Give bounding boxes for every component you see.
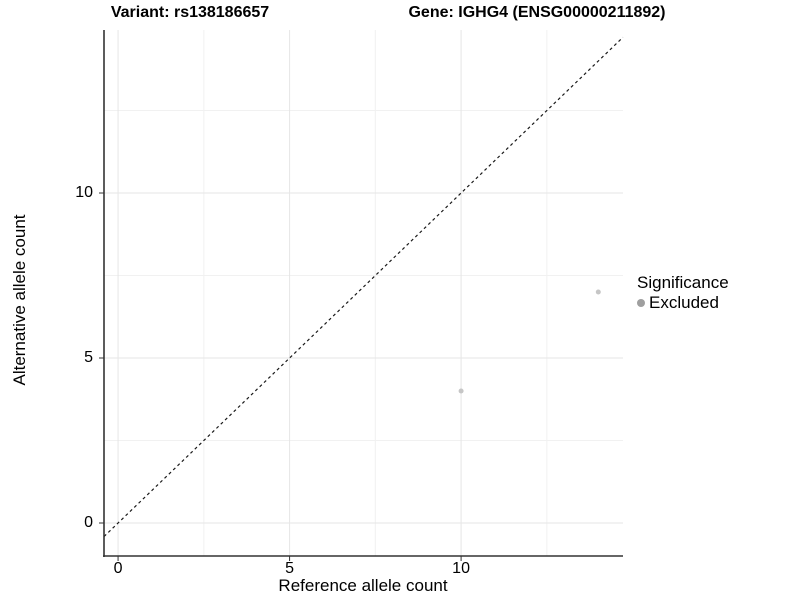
data-points	[458, 289, 601, 394]
x-axis-title: Reference allele count	[278, 576, 448, 595]
x-tick-label: 10	[452, 560, 470, 577]
identity-reference-line-group	[103, 36, 624, 537]
minor-gridlines	[104, 30, 623, 556]
axis-lines	[103, 30, 623, 557]
identity-reference-line	[103, 36, 624, 537]
axis-tick-marks	[99, 192, 462, 561]
legend-item-label: Excluded	[649, 293, 719, 312]
y-tick-label: 5	[84, 349, 93, 366]
y-axis-title: Alternative allele count	[10, 214, 29, 386]
plot-title-variant: Variant: rs138186657	[110, 4, 270, 21]
x-tick-label: 5	[285, 560, 295, 577]
data-point	[595, 289, 601, 295]
x-tick-label: 0	[113, 560, 123, 577]
legend-key-dot-icon	[637, 299, 645, 307]
plot-title-gene: Gene: IGHG4 (ENSG00000211892)	[408, 4, 666, 21]
major-gridlines	[104, 30, 623, 556]
legend-item-excluded: Excluded	[637, 294, 729, 312]
legend-title: Significance	[637, 273, 729, 292]
y-tick-label: 10	[75, 184, 93, 201]
y-tick-label: 0	[84, 514, 93, 531]
legend: Significance Excluded	[637, 274, 729, 312]
data-point	[458, 388, 464, 394]
